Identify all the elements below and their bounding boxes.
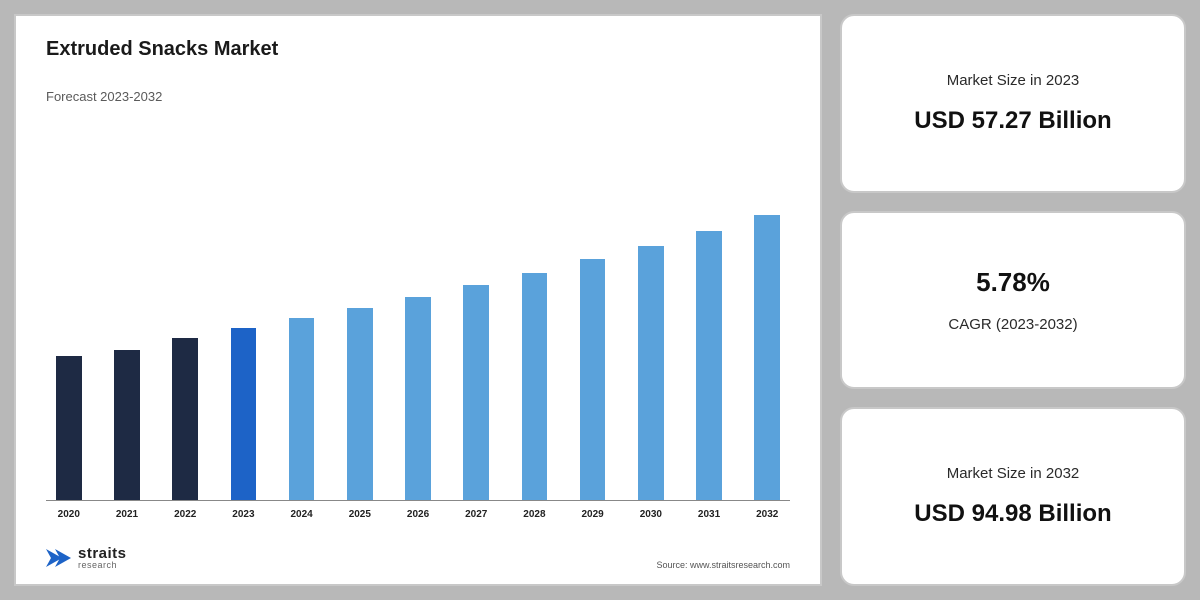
bar — [638, 246, 664, 500]
x-tick-label: 2029 — [574, 509, 612, 520]
stat-card-cagr: 5.78% CAGR (2023-2032) — [840, 211, 1186, 390]
bar — [580, 259, 606, 500]
bar-column — [341, 308, 379, 500]
logo-mark-icon — [46, 546, 72, 570]
bar — [289, 318, 315, 500]
bar-column — [574, 259, 612, 500]
x-tick-label: 2026 — [399, 509, 437, 520]
logo-brand: straits — [78, 547, 127, 561]
x-tick-label: 2021 — [108, 509, 146, 520]
stats-column: Market Size in 2023 USD 57.27 Billion 5.… — [840, 14, 1186, 586]
brand-logo: straits research — [46, 546, 127, 570]
bar-column — [225, 328, 263, 500]
x-tick-label: 2027 — [457, 509, 495, 520]
x-tick-label: 2030 — [632, 509, 670, 520]
bar-chart — [46, 122, 790, 501]
x-tick-label: 2022 — [166, 509, 204, 520]
bar — [754, 215, 780, 500]
x-axis-labels: 2020 2021 2022 2023 2024 2025 2026 2027 2028 2029… — [46, 501, 790, 520]
bar — [696, 231, 722, 500]
stat-value: USD 94.98 Billion — [914, 500, 1111, 528]
logo-text: straits research — [78, 547, 127, 570]
bar — [172, 338, 198, 500]
x-tick-label: 2031 — [690, 509, 728, 520]
source-text: Source: www.straitsresearch.com — [656, 560, 790, 570]
chart-subtitle: Forecast 2023-2032 — [46, 89, 790, 104]
bar — [231, 328, 257, 500]
bar-column — [399, 297, 437, 500]
stat-label: CAGR (2023-2032) — [948, 316, 1077, 333]
bar — [114, 350, 140, 500]
bar — [405, 297, 431, 500]
bar — [56, 356, 82, 500]
x-tick-label: 2023 — [225, 509, 263, 520]
logo-sub: research — [78, 561, 127, 570]
bar-column — [50, 356, 88, 500]
stat-label: Market Size in 2023 — [947, 72, 1080, 89]
chart-panel: Extruded Snacks Market Forecast 2023-203… — [14, 14, 822, 586]
stat-value: USD 57.27 Billion — [914, 107, 1111, 135]
x-tick-label: 2032 — [748, 509, 786, 520]
chart-title: Extruded Snacks Market — [46, 38, 790, 61]
stat-label: Market Size in 2032 — [947, 465, 1080, 482]
stat-value: 5.78% — [976, 267, 1050, 298]
x-tick-label: 2024 — [283, 509, 321, 520]
bar — [522, 273, 548, 500]
chart-footer: straits research Source: www.straitsrese… — [46, 546, 790, 570]
x-tick-label: 2028 — [516, 509, 554, 520]
bar-column — [748, 215, 786, 500]
bar-column — [690, 231, 728, 500]
x-tick-label: 2025 — [341, 509, 379, 520]
stat-card-market-size-2023: Market Size in 2023 USD 57.27 Billion — [840, 14, 1186, 193]
bar — [347, 308, 373, 500]
bar-column — [108, 350, 146, 500]
bar-column — [457, 285, 495, 500]
bar-column — [632, 246, 670, 500]
stat-card-market-size-2032: Market Size in 2032 USD 94.98 Billion — [840, 407, 1186, 586]
bar — [463, 285, 489, 500]
bar-column — [283, 318, 321, 500]
x-tick-label: 2020 — [50, 509, 88, 520]
bar-column — [516, 273, 554, 500]
bar-column — [166, 338, 204, 500]
